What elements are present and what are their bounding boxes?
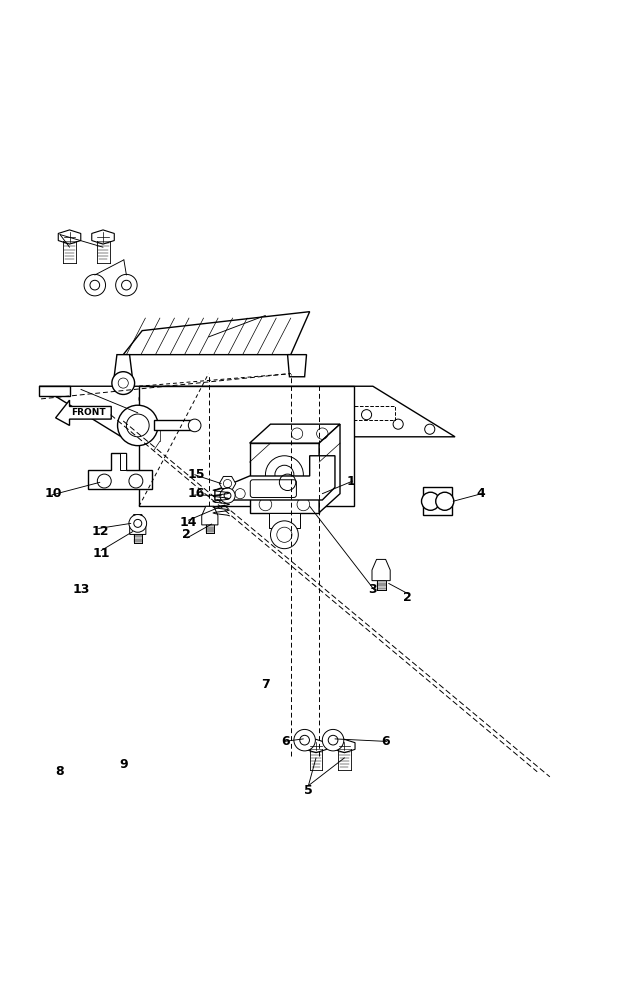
Circle shape	[112, 372, 135, 394]
Text: 5: 5	[304, 784, 313, 797]
Polygon shape	[56, 400, 111, 425]
Polygon shape	[288, 355, 307, 377]
Polygon shape	[130, 515, 146, 534]
Polygon shape	[39, 386, 455, 437]
Polygon shape	[202, 506, 218, 525]
Text: 4: 4	[476, 487, 485, 500]
Polygon shape	[219, 476, 236, 491]
Polygon shape	[154, 420, 195, 430]
Text: 11: 11	[92, 547, 110, 560]
Text: 3: 3	[368, 583, 377, 596]
Polygon shape	[250, 424, 340, 443]
Circle shape	[129, 515, 147, 532]
Polygon shape	[120, 453, 126, 470]
Text: 10: 10	[45, 487, 63, 500]
Polygon shape	[123, 312, 310, 355]
Text: 2: 2	[403, 591, 412, 604]
Circle shape	[270, 521, 298, 549]
Polygon shape	[114, 355, 133, 380]
Text: 6: 6	[281, 735, 290, 748]
Polygon shape	[39, 386, 70, 396]
Text: FRONT: FRONT	[71, 408, 106, 417]
Circle shape	[116, 274, 137, 296]
Polygon shape	[372, 559, 390, 581]
Circle shape	[84, 274, 106, 296]
Text: 13: 13	[72, 583, 90, 596]
Polygon shape	[92, 230, 114, 244]
Circle shape	[188, 419, 201, 432]
Polygon shape	[305, 739, 327, 753]
Text: 7: 7	[261, 678, 270, 691]
Polygon shape	[250, 443, 319, 513]
Polygon shape	[269, 513, 300, 528]
Polygon shape	[423, 487, 452, 515]
Text: 12: 12	[91, 525, 109, 538]
Polygon shape	[319, 424, 340, 513]
Text: 6: 6	[381, 735, 390, 748]
Text: 2: 2	[182, 528, 191, 541]
Text: 14: 14	[179, 516, 197, 529]
Circle shape	[435, 492, 454, 510]
Polygon shape	[215, 456, 335, 500]
Polygon shape	[139, 386, 354, 506]
Circle shape	[294, 729, 315, 751]
Circle shape	[322, 729, 344, 751]
Text: 1: 1	[346, 475, 355, 488]
Polygon shape	[58, 230, 81, 244]
Text: 8: 8	[56, 765, 64, 778]
Polygon shape	[88, 453, 152, 489]
Circle shape	[220, 488, 235, 503]
Polygon shape	[334, 739, 355, 753]
Text: 16: 16	[187, 487, 205, 500]
Circle shape	[118, 405, 158, 446]
FancyBboxPatch shape	[250, 480, 296, 497]
Text: 9: 9	[119, 758, 128, 771]
Text: 15: 15	[187, 468, 205, 481]
Circle shape	[422, 492, 440, 510]
